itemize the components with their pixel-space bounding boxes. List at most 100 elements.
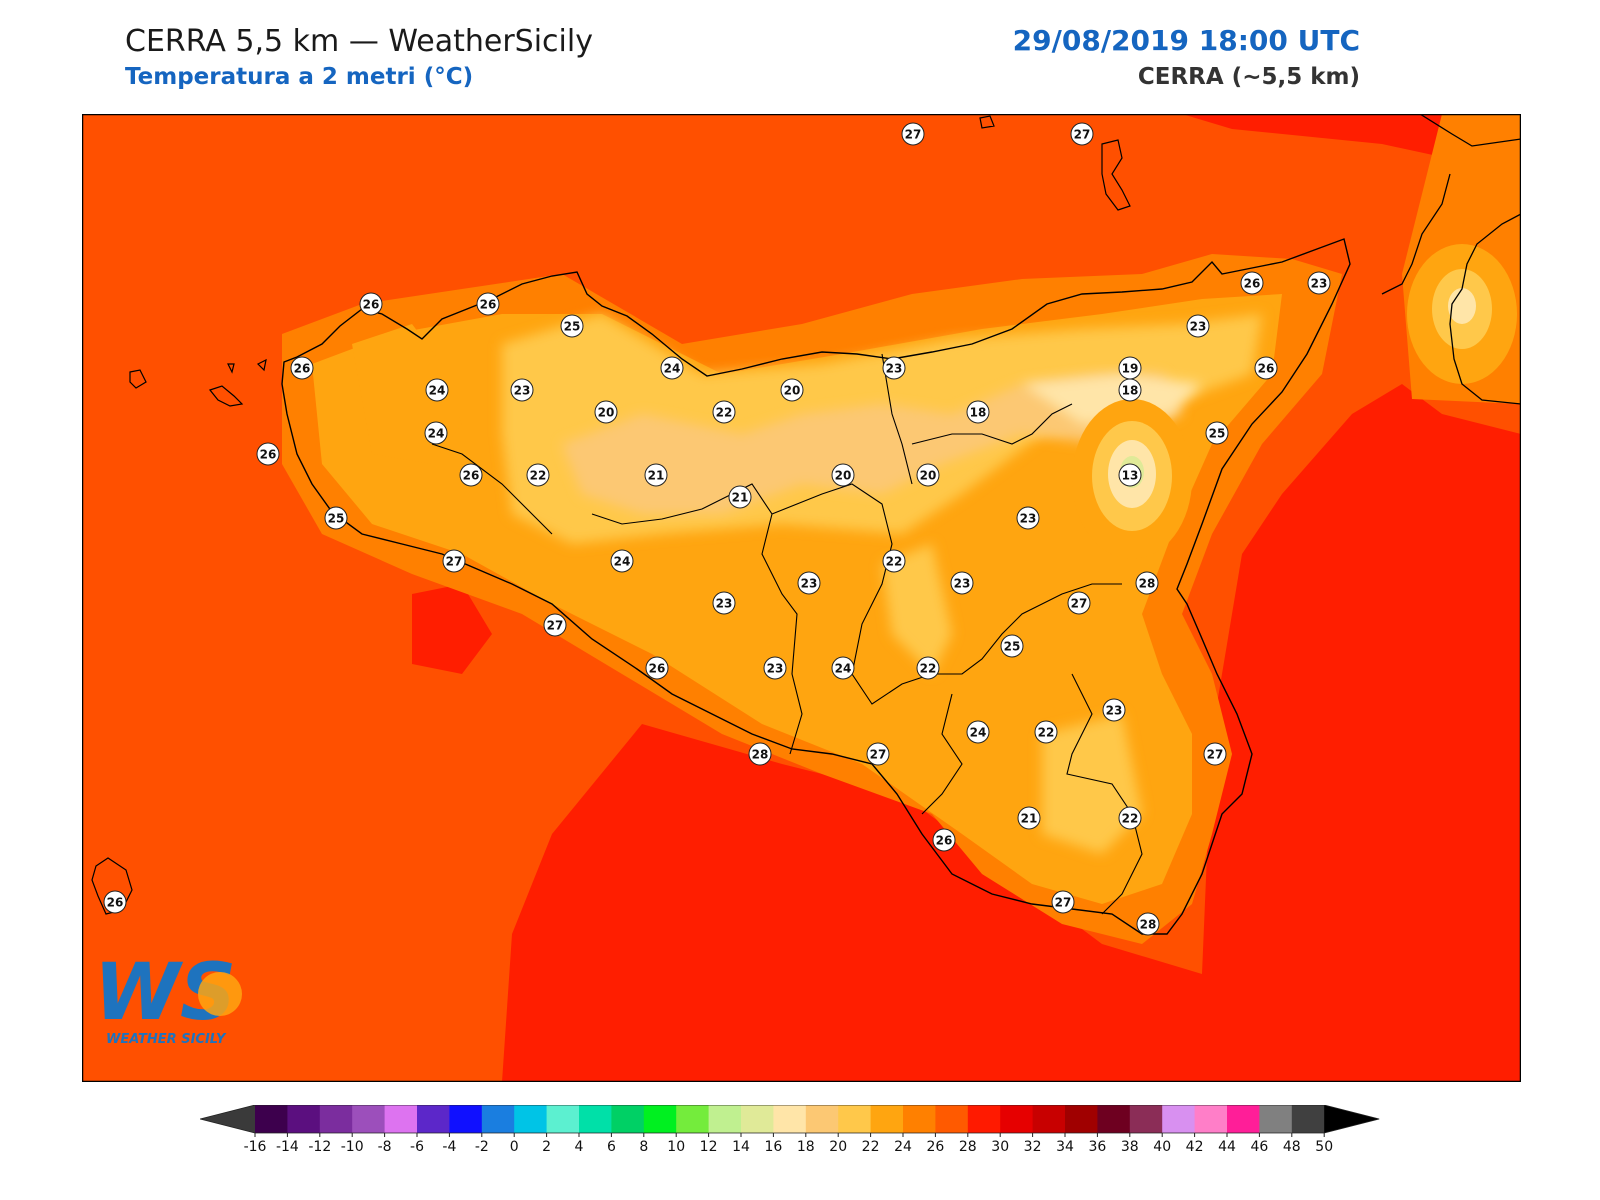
- station-marker: 18: [1118, 378, 1142, 402]
- temperature-colorbar: -16 -14 -12 -10 -8 -6 -4 -2 0 2 4 6 8 10 12 14 16 18 20 22 2…: [200, 1105, 1380, 1155]
- map-subtitle: Temperatura a 2 metri (°C): [125, 64, 474, 90]
- station-marker: 28: [1135, 571, 1159, 595]
- colorbar-swatch: [903, 1105, 936, 1133]
- station-temperature-label: 18: [1122, 384, 1139, 398]
- station-marker-circle: [797, 571, 821, 595]
- colorbar-swatch: [417, 1105, 450, 1133]
- station-temperature-label: 21: [1021, 812, 1038, 826]
- station-marker-circle: [103, 890, 127, 914]
- colorbar-tick-label: 12: [700, 1139, 718, 1155]
- colorbar-swatch: [1162, 1105, 1196, 1133]
- colorbar-tick-label: 2: [542, 1139, 551, 1155]
- colorbar-swatch: [967, 1105, 1001, 1133]
- station-temperature-label: 23: [954, 577, 971, 591]
- colorbar-tick-label: -16: [244, 1139, 267, 1155]
- station-temperature-label: 25: [1209, 427, 1226, 441]
- colorbar-tick-label: 6: [607, 1139, 616, 1155]
- logo-sun-icon: [198, 972, 242, 1016]
- colorbar-tick-label: -12: [308, 1139, 331, 1155]
- station-marker: 28: [748, 742, 772, 766]
- station-marker: 26: [1240, 271, 1264, 295]
- colorbar-tick-label: 4: [575, 1139, 584, 1155]
- colorbar-swatch: [1032, 1105, 1066, 1133]
- colorbar-tick-label: 38: [1121, 1139, 1139, 1155]
- station-marker: 25: [324, 506, 348, 530]
- station-marker: 26: [359, 292, 383, 316]
- station-marker: 21: [1017, 806, 1041, 830]
- station-marker: 24: [425, 378, 449, 402]
- colorbar-tick-label: 10: [667, 1139, 685, 1155]
- station-marker-circle: [1240, 271, 1264, 295]
- station-marker-circle: [712, 591, 736, 615]
- station-marker: 28: [1136, 912, 1160, 936]
- station-marker: 23: [1102, 698, 1126, 722]
- station-marker-circle: [1102, 698, 1126, 722]
- colorbar-tick-label: 44: [1218, 1139, 1236, 1155]
- station-temperature-label: 22: [920, 662, 937, 676]
- station-marker-circle: [459, 463, 483, 487]
- colorbar-swatch: [319, 1105, 353, 1133]
- station-temperature-label: 26: [260, 448, 277, 462]
- weathersicily-logo: WS WEATHER SICILY: [94, 948, 242, 1047]
- station-temperature-label: 24: [664, 362, 681, 376]
- colorbar-tick-label: 50: [1315, 1139, 1333, 1155]
- model-label: CERRA (~5,5 km): [1137, 64, 1360, 90]
- station-marker: 26: [645, 656, 669, 680]
- colorbar-swatch: [805, 1105, 839, 1133]
- station-temperature-label: 27: [1074, 128, 1091, 142]
- station-temperature-label: 21: [732, 491, 749, 505]
- colorbar-tick-label: 34: [1056, 1139, 1074, 1155]
- station-marker: 26: [476, 292, 500, 316]
- station-marker-circle: [1017, 806, 1041, 830]
- colorbar-tick-label: 40: [1153, 1139, 1171, 1155]
- station-marker: 26: [103, 890, 127, 914]
- colorbar-swatch: [579, 1105, 612, 1133]
- station-temperature-label: 26: [463, 469, 480, 483]
- colorbar-tick-label: 18: [797, 1139, 815, 1155]
- station-temperature-label: 26: [649, 662, 666, 676]
- station-marker: 26: [256, 442, 280, 466]
- hot-sea-north: [1182, 114, 1521, 174]
- station-temperature-label: 22: [716, 406, 733, 420]
- station-marker-circle: [543, 613, 567, 637]
- station-marker-circle: [1136, 912, 1160, 936]
- station-marker-circle: [510, 378, 534, 402]
- station-marker: 26: [290, 356, 314, 380]
- sicily-coastline: [281, 238, 1351, 935]
- station-marker: 13: [1118, 463, 1142, 487]
- station-marker-circle: [966, 400, 990, 424]
- colorbar-swatch: [1227, 1105, 1260, 1133]
- colorbar-swatch: [449, 1105, 483, 1133]
- colorbar-swatch: [255, 1105, 288, 1133]
- colorbar-tick-label: 14: [732, 1139, 750, 1155]
- station-marker-circle: [1051, 890, 1075, 914]
- station-marker: 19: [1118, 356, 1142, 380]
- station-temperature-label: 24: [835, 662, 852, 676]
- forecast-datetime: 29/08/2019 18:00 UTC: [1012, 24, 1360, 57]
- colorbar-tick-label: -14: [276, 1139, 299, 1155]
- colorbar-swatch: [1291, 1105, 1325, 1133]
- station-marker-circle: [1070, 122, 1094, 146]
- station-temperature-label: 24: [428, 427, 445, 441]
- station-marker-circle: [1118, 356, 1142, 380]
- station-marker: 27: [1203, 742, 1227, 766]
- colorbar-swatch: [643, 1105, 677, 1133]
- station-temperature-label: 26: [480, 298, 497, 312]
- colorbar-tick-label: 30: [991, 1139, 1009, 1155]
- station-temperature-label: 23: [767, 662, 784, 676]
- station-temperature-label: 23: [801, 577, 818, 591]
- station-marker: 27: [442, 549, 466, 573]
- station-temperature-label: 26: [1244, 277, 1261, 291]
- station-marker-circle: [610, 549, 634, 573]
- station-temperature-label: 28: [1140, 918, 1157, 932]
- colorbar-swatch: [514, 1105, 548, 1133]
- colorbar-tick-label: -4: [442, 1139, 456, 1155]
- station-temperature-label: 28: [1139, 577, 1156, 591]
- colorbar-under-arrow: [200, 1105, 255, 1133]
- station-marker: 20: [916, 463, 940, 487]
- station-temperature-label: 26: [363, 298, 380, 312]
- station-marker-circle: [1307, 271, 1331, 295]
- station-marker-circle: [476, 292, 500, 316]
- colorbar-swatch: [546, 1105, 580, 1133]
- station-temperature-label: 21: [648, 469, 665, 483]
